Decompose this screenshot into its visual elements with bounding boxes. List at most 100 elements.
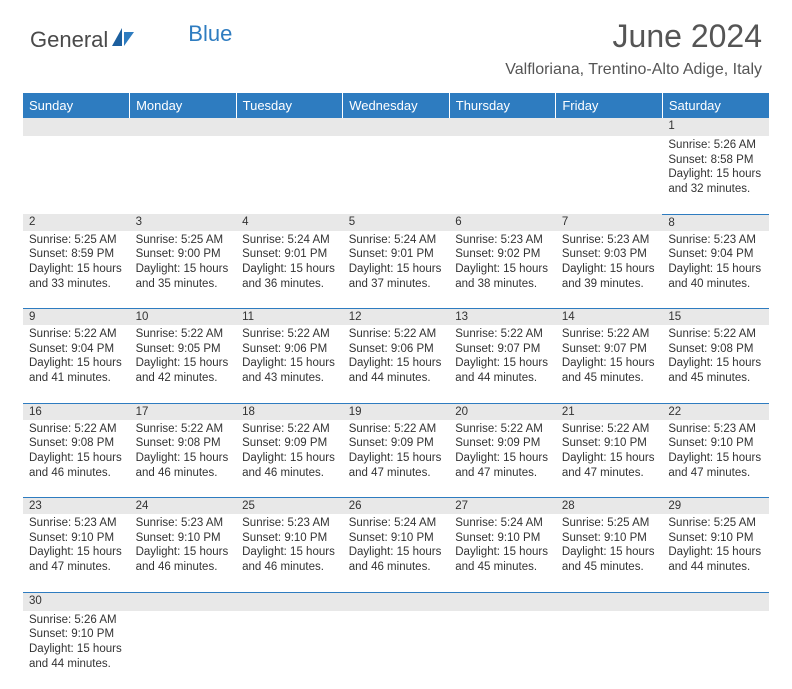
day-details: Sunrise: 5:22 AMSunset: 9:06 PMDaylight:… xyxy=(236,325,343,390)
day-content-cell: Sunrise: 5:23 AMSunset: 9:10 PMDaylight:… xyxy=(130,514,237,592)
day-number: 18 xyxy=(236,404,343,420)
day-number-cell xyxy=(449,118,556,136)
day-number-cell xyxy=(556,118,663,136)
day-content-cell: Sunrise: 5:23 AMSunset: 9:10 PMDaylight:… xyxy=(23,514,130,592)
day-number-cell: 19 xyxy=(343,403,450,420)
weekday-header-row: SundayMondayTuesdayWednesdayThursdayFrid… xyxy=(23,93,769,118)
day-number-cell xyxy=(556,592,663,611)
weekday-header: Tuesday xyxy=(236,93,343,118)
day-number: 27 xyxy=(449,498,556,514)
day-content-cell xyxy=(236,611,343,689)
day-number: 20 xyxy=(449,404,556,420)
day-details: Sunrise: 5:24 AMSunset: 9:01 PMDaylight:… xyxy=(343,231,450,296)
day-number: 9 xyxy=(23,309,130,325)
day-details: Sunrise: 5:22 AMSunset: 9:09 PMDaylight:… xyxy=(343,420,450,485)
daycontent-row: Sunrise: 5:26 AMSunset: 9:10 PMDaylight:… xyxy=(23,611,769,689)
day-details: Sunrise: 5:25 AMSunset: 8:59 PMDaylight:… xyxy=(23,231,130,296)
day-number-cell: 2 xyxy=(23,214,130,231)
day-details: Sunrise: 5:23 AMSunset: 9:03 PMDaylight:… xyxy=(556,231,663,296)
day-number-cell: 27 xyxy=(449,498,556,515)
day-number: 23 xyxy=(23,498,130,514)
day-number: 7 xyxy=(556,214,663,230)
day-details: Sunrise: 5:23 AMSunset: 9:04 PMDaylight:… xyxy=(662,231,769,296)
day-number: 6 xyxy=(449,214,556,230)
day-number: 11 xyxy=(236,309,343,325)
day-number: 17 xyxy=(130,404,237,420)
day-number-cell: 1 xyxy=(662,118,769,136)
day-details: Sunrise: 5:23 AMSunset: 9:10 PMDaylight:… xyxy=(662,420,769,485)
brand-logo: General Blue xyxy=(30,26,232,53)
day-number: 28 xyxy=(556,498,663,514)
day-content-cell: Sunrise: 5:22 AMSunset: 9:07 PMDaylight:… xyxy=(556,325,663,403)
day-content-cell xyxy=(343,136,450,214)
day-details: Sunrise: 5:22 AMSunset: 9:08 PMDaylight:… xyxy=(130,420,237,485)
weekday-header: Thursday xyxy=(449,93,556,118)
daycontent-row: Sunrise: 5:23 AMSunset: 9:10 PMDaylight:… xyxy=(23,514,769,592)
day-details: Sunrise: 5:22 AMSunset: 9:09 PMDaylight:… xyxy=(236,420,343,485)
day-number-cell xyxy=(130,592,237,611)
day-number-cell: 25 xyxy=(236,498,343,515)
day-number-cell: 10 xyxy=(130,309,237,326)
day-number: 2 xyxy=(23,214,130,230)
day-details: Sunrise: 5:22 AMSunset: 9:08 PMDaylight:… xyxy=(662,325,769,390)
location-subtitle: Valfloriana, Trentino-Alto Adige, Italy xyxy=(505,61,762,79)
day-number-cell: 9 xyxy=(23,309,130,326)
day-content-cell: Sunrise: 5:24 AMSunset: 9:01 PMDaylight:… xyxy=(343,231,450,309)
day-details: Sunrise: 5:22 AMSunset: 9:04 PMDaylight:… xyxy=(23,325,130,390)
day-details: Sunrise: 5:22 AMSunset: 9:06 PMDaylight:… xyxy=(343,325,450,390)
day-content-cell: Sunrise: 5:22 AMSunset: 9:06 PMDaylight:… xyxy=(343,325,450,403)
day-number: 30 xyxy=(23,593,130,609)
day-number: 3 xyxy=(130,214,237,230)
day-number-cell xyxy=(449,592,556,611)
day-details: Sunrise: 5:22 AMSunset: 9:07 PMDaylight:… xyxy=(449,325,556,390)
day-number-cell xyxy=(236,118,343,136)
day-number-cell: 21 xyxy=(556,403,663,420)
day-content-cell: Sunrise: 5:22 AMSunset: 9:08 PMDaylight:… xyxy=(130,420,237,498)
day-number: 1 xyxy=(662,118,769,134)
calendar-head: SundayMondayTuesdayWednesdayThursdayFrid… xyxy=(23,93,769,118)
weekday-header: Monday xyxy=(130,93,237,118)
day-content-cell xyxy=(130,136,237,214)
weekday-header: Saturday xyxy=(662,93,769,118)
day-number-cell: 13 xyxy=(449,309,556,326)
daycontent-row: Sunrise: 5:22 AMSunset: 9:08 PMDaylight:… xyxy=(23,420,769,498)
day-content-cell xyxy=(23,136,130,214)
day-content-cell: Sunrise: 5:25 AMSunset: 9:10 PMDaylight:… xyxy=(662,514,769,592)
day-details: Sunrise: 5:23 AMSunset: 9:10 PMDaylight:… xyxy=(130,514,237,579)
brand-sail-icon xyxy=(110,26,136,53)
day-content-cell: Sunrise: 5:23 AMSunset: 9:04 PMDaylight:… xyxy=(662,231,769,309)
day-number-cell: 11 xyxy=(236,309,343,326)
day-content-cell xyxy=(236,136,343,214)
day-number: 13 xyxy=(449,309,556,325)
day-content-cell xyxy=(449,611,556,689)
day-number-cell: 16 xyxy=(23,403,130,420)
day-number-cell: 26 xyxy=(343,498,450,515)
day-content-cell xyxy=(556,611,663,689)
day-number-cell: 20 xyxy=(449,403,556,420)
day-content-cell xyxy=(343,611,450,689)
day-details: Sunrise: 5:25 AMSunset: 9:10 PMDaylight:… xyxy=(556,514,663,579)
day-number: 5 xyxy=(343,214,450,230)
day-details: Sunrise: 5:25 AMSunset: 9:00 PMDaylight:… xyxy=(130,231,237,296)
day-number-cell: 15 xyxy=(662,309,769,326)
day-content-cell xyxy=(662,611,769,689)
day-number-cell: 7 xyxy=(556,214,663,231)
day-number-cell: 30 xyxy=(23,592,130,611)
day-details: Sunrise: 5:22 AMSunset: 9:08 PMDaylight:… xyxy=(23,420,130,485)
title-block: June 2024 Valfloriana, Trentino-Alto Adi… xyxy=(505,18,762,79)
day-number: 25 xyxy=(236,498,343,514)
day-content-cell: Sunrise: 5:22 AMSunset: 9:09 PMDaylight:… xyxy=(236,420,343,498)
day-content-cell: Sunrise: 5:24 AMSunset: 9:10 PMDaylight:… xyxy=(343,514,450,592)
day-number-cell xyxy=(236,592,343,611)
day-content-cell: Sunrise: 5:22 AMSunset: 9:07 PMDaylight:… xyxy=(449,325,556,403)
day-number-cell: 12 xyxy=(343,309,450,326)
day-number: 24 xyxy=(130,498,237,514)
page-title: June 2024 xyxy=(505,18,762,55)
day-content-cell: Sunrise: 5:26 AMSunset: 8:58 PMDaylight:… xyxy=(662,136,769,214)
day-content-cell: Sunrise: 5:22 AMSunset: 9:09 PMDaylight:… xyxy=(449,420,556,498)
day-number: 29 xyxy=(662,498,769,514)
day-content-cell: Sunrise: 5:26 AMSunset: 9:10 PMDaylight:… xyxy=(23,611,130,689)
day-content-cell: Sunrise: 5:22 AMSunset: 9:06 PMDaylight:… xyxy=(236,325,343,403)
day-details: Sunrise: 5:23 AMSunset: 9:02 PMDaylight:… xyxy=(449,231,556,296)
daynum-row: 23242526272829 xyxy=(23,498,769,515)
